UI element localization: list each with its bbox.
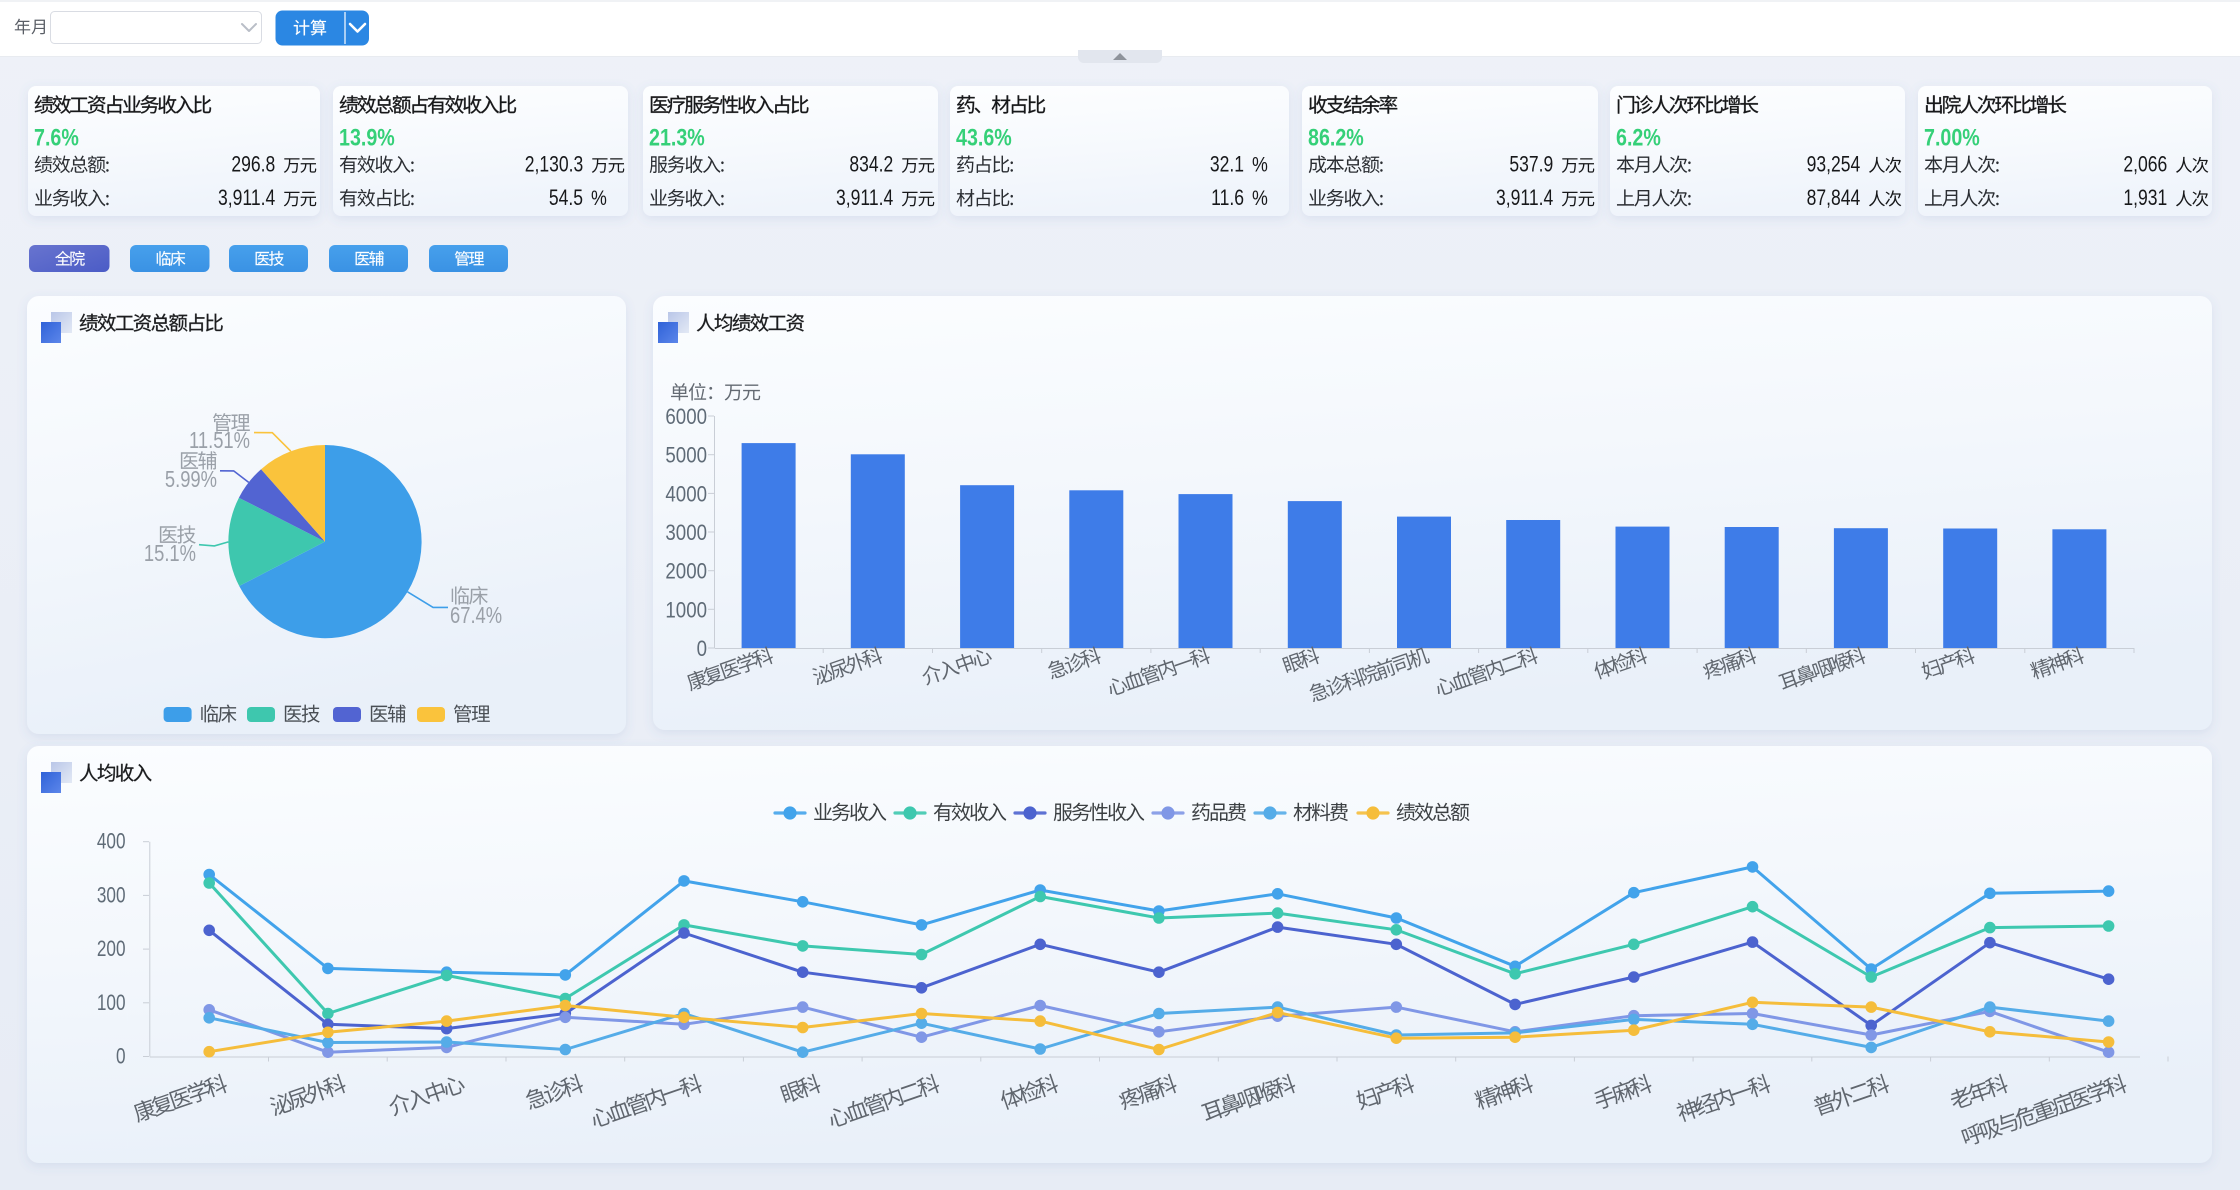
svg-text:2,066: 2,066 [2123, 153, 2167, 178]
svg-text:3,911.4: 3,911.4 [1496, 186, 1553, 211]
svg-text:6000: 6000 [665, 406, 707, 430]
svg-text:%: % [1252, 187, 1268, 211]
svg-text:6.2%: 6.2% [1616, 124, 1661, 151]
svg-text:5000: 5000 [665, 444, 707, 468]
svg-text:0: 0 [697, 638, 707, 662]
svg-text:2,130.3: 2,130.3 [525, 153, 583, 178]
svg-text:43.6%: 43.6% [956, 124, 1012, 151]
svg-text:3000: 3000 [665, 522, 707, 546]
svg-text:54.5: 54.5 [549, 186, 583, 211]
svg-text:32.1: 32.1 [1210, 153, 1244, 178]
svg-text:400: 400 [97, 830, 126, 855]
svg-text:1000: 1000 [665, 599, 707, 623]
svg-text:67.4%: 67.4% [450, 603, 502, 628]
svg-text:11.6: 11.6 [1211, 186, 1244, 211]
svg-text:11.51%: 11.51% [189, 428, 250, 453]
svg-text:7.6%: 7.6% [34, 124, 79, 151]
svg-text:200: 200 [97, 937, 126, 962]
svg-text:7.00%: 7.00% [1924, 124, 1980, 151]
svg-text:537.9: 537.9 [1509, 153, 1553, 178]
svg-text:4000: 4000 [665, 483, 707, 507]
svg-text:%: % [591, 187, 607, 211]
svg-text:5.99%: 5.99% [165, 467, 217, 492]
svg-text:1,931: 1,931 [2123, 186, 2167, 211]
svg-text:13.9%: 13.9% [339, 124, 395, 151]
svg-text:87,844: 87,844 [1807, 186, 1861, 211]
svg-text:2000: 2000 [665, 560, 707, 584]
svg-text:3,911.4: 3,911.4 [218, 186, 275, 211]
svg-text:86.2%: 86.2% [1308, 124, 1364, 151]
svg-text:%: % [1252, 153, 1268, 177]
svg-text:300: 300 [97, 883, 126, 908]
svg-text:21.3%: 21.3% [649, 124, 705, 151]
svg-text:296.8: 296.8 [231, 153, 275, 178]
svg-text:100: 100 [97, 991, 126, 1016]
svg-text:0: 0 [116, 1045, 126, 1070]
svg-text:3,911.4: 3,911.4 [836, 186, 893, 211]
svg-text:834.2: 834.2 [849, 153, 893, 178]
svg-text:15.1%: 15.1% [144, 541, 196, 566]
svg-text:93,254: 93,254 [1807, 153, 1861, 178]
